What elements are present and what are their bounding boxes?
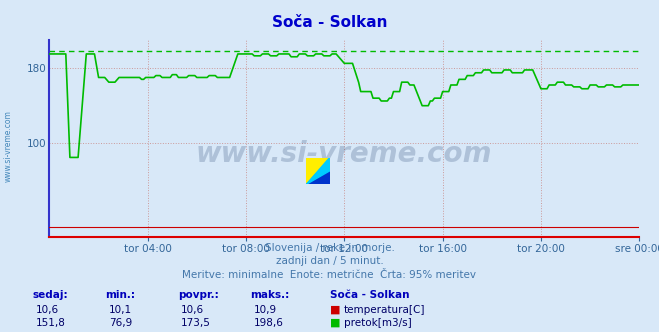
Text: sedaj:: sedaj: — [33, 290, 69, 300]
Text: www.si-vreme.com: www.si-vreme.com — [3, 110, 13, 182]
Text: Soča - Solkan: Soča - Solkan — [272, 15, 387, 30]
Text: 76,9: 76,9 — [109, 318, 132, 328]
Text: 10,6: 10,6 — [181, 305, 204, 315]
Text: 10,1: 10,1 — [109, 305, 132, 315]
Text: zadnji dan / 5 minut.: zadnji dan / 5 minut. — [275, 256, 384, 266]
Text: Soča - Solkan: Soča - Solkan — [330, 290, 409, 300]
Text: pretok[m3/s]: pretok[m3/s] — [344, 318, 412, 328]
Polygon shape — [306, 158, 330, 184]
Text: 198,6: 198,6 — [254, 318, 283, 328]
Text: min.:: min.: — [105, 290, 136, 300]
Text: ■: ■ — [330, 305, 340, 315]
Text: 10,6: 10,6 — [36, 305, 59, 315]
Polygon shape — [306, 158, 330, 184]
Text: ■: ■ — [330, 318, 340, 328]
Polygon shape — [306, 158, 330, 184]
Text: temperatura[C]: temperatura[C] — [344, 305, 426, 315]
Text: 173,5: 173,5 — [181, 318, 211, 328]
Text: 151,8: 151,8 — [36, 318, 66, 328]
Text: povpr.:: povpr.: — [178, 290, 219, 300]
Text: www.si-vreme.com: www.si-vreme.com — [196, 140, 492, 168]
Text: 10,9: 10,9 — [254, 305, 277, 315]
Text: Meritve: minimalne  Enote: metrične  Črta: 95% meritev: Meritve: minimalne Enote: metrične Črta:… — [183, 270, 476, 280]
Text: Slovenija / reke in morje.: Slovenija / reke in morje. — [264, 243, 395, 253]
Text: maks.:: maks.: — [250, 290, 290, 300]
